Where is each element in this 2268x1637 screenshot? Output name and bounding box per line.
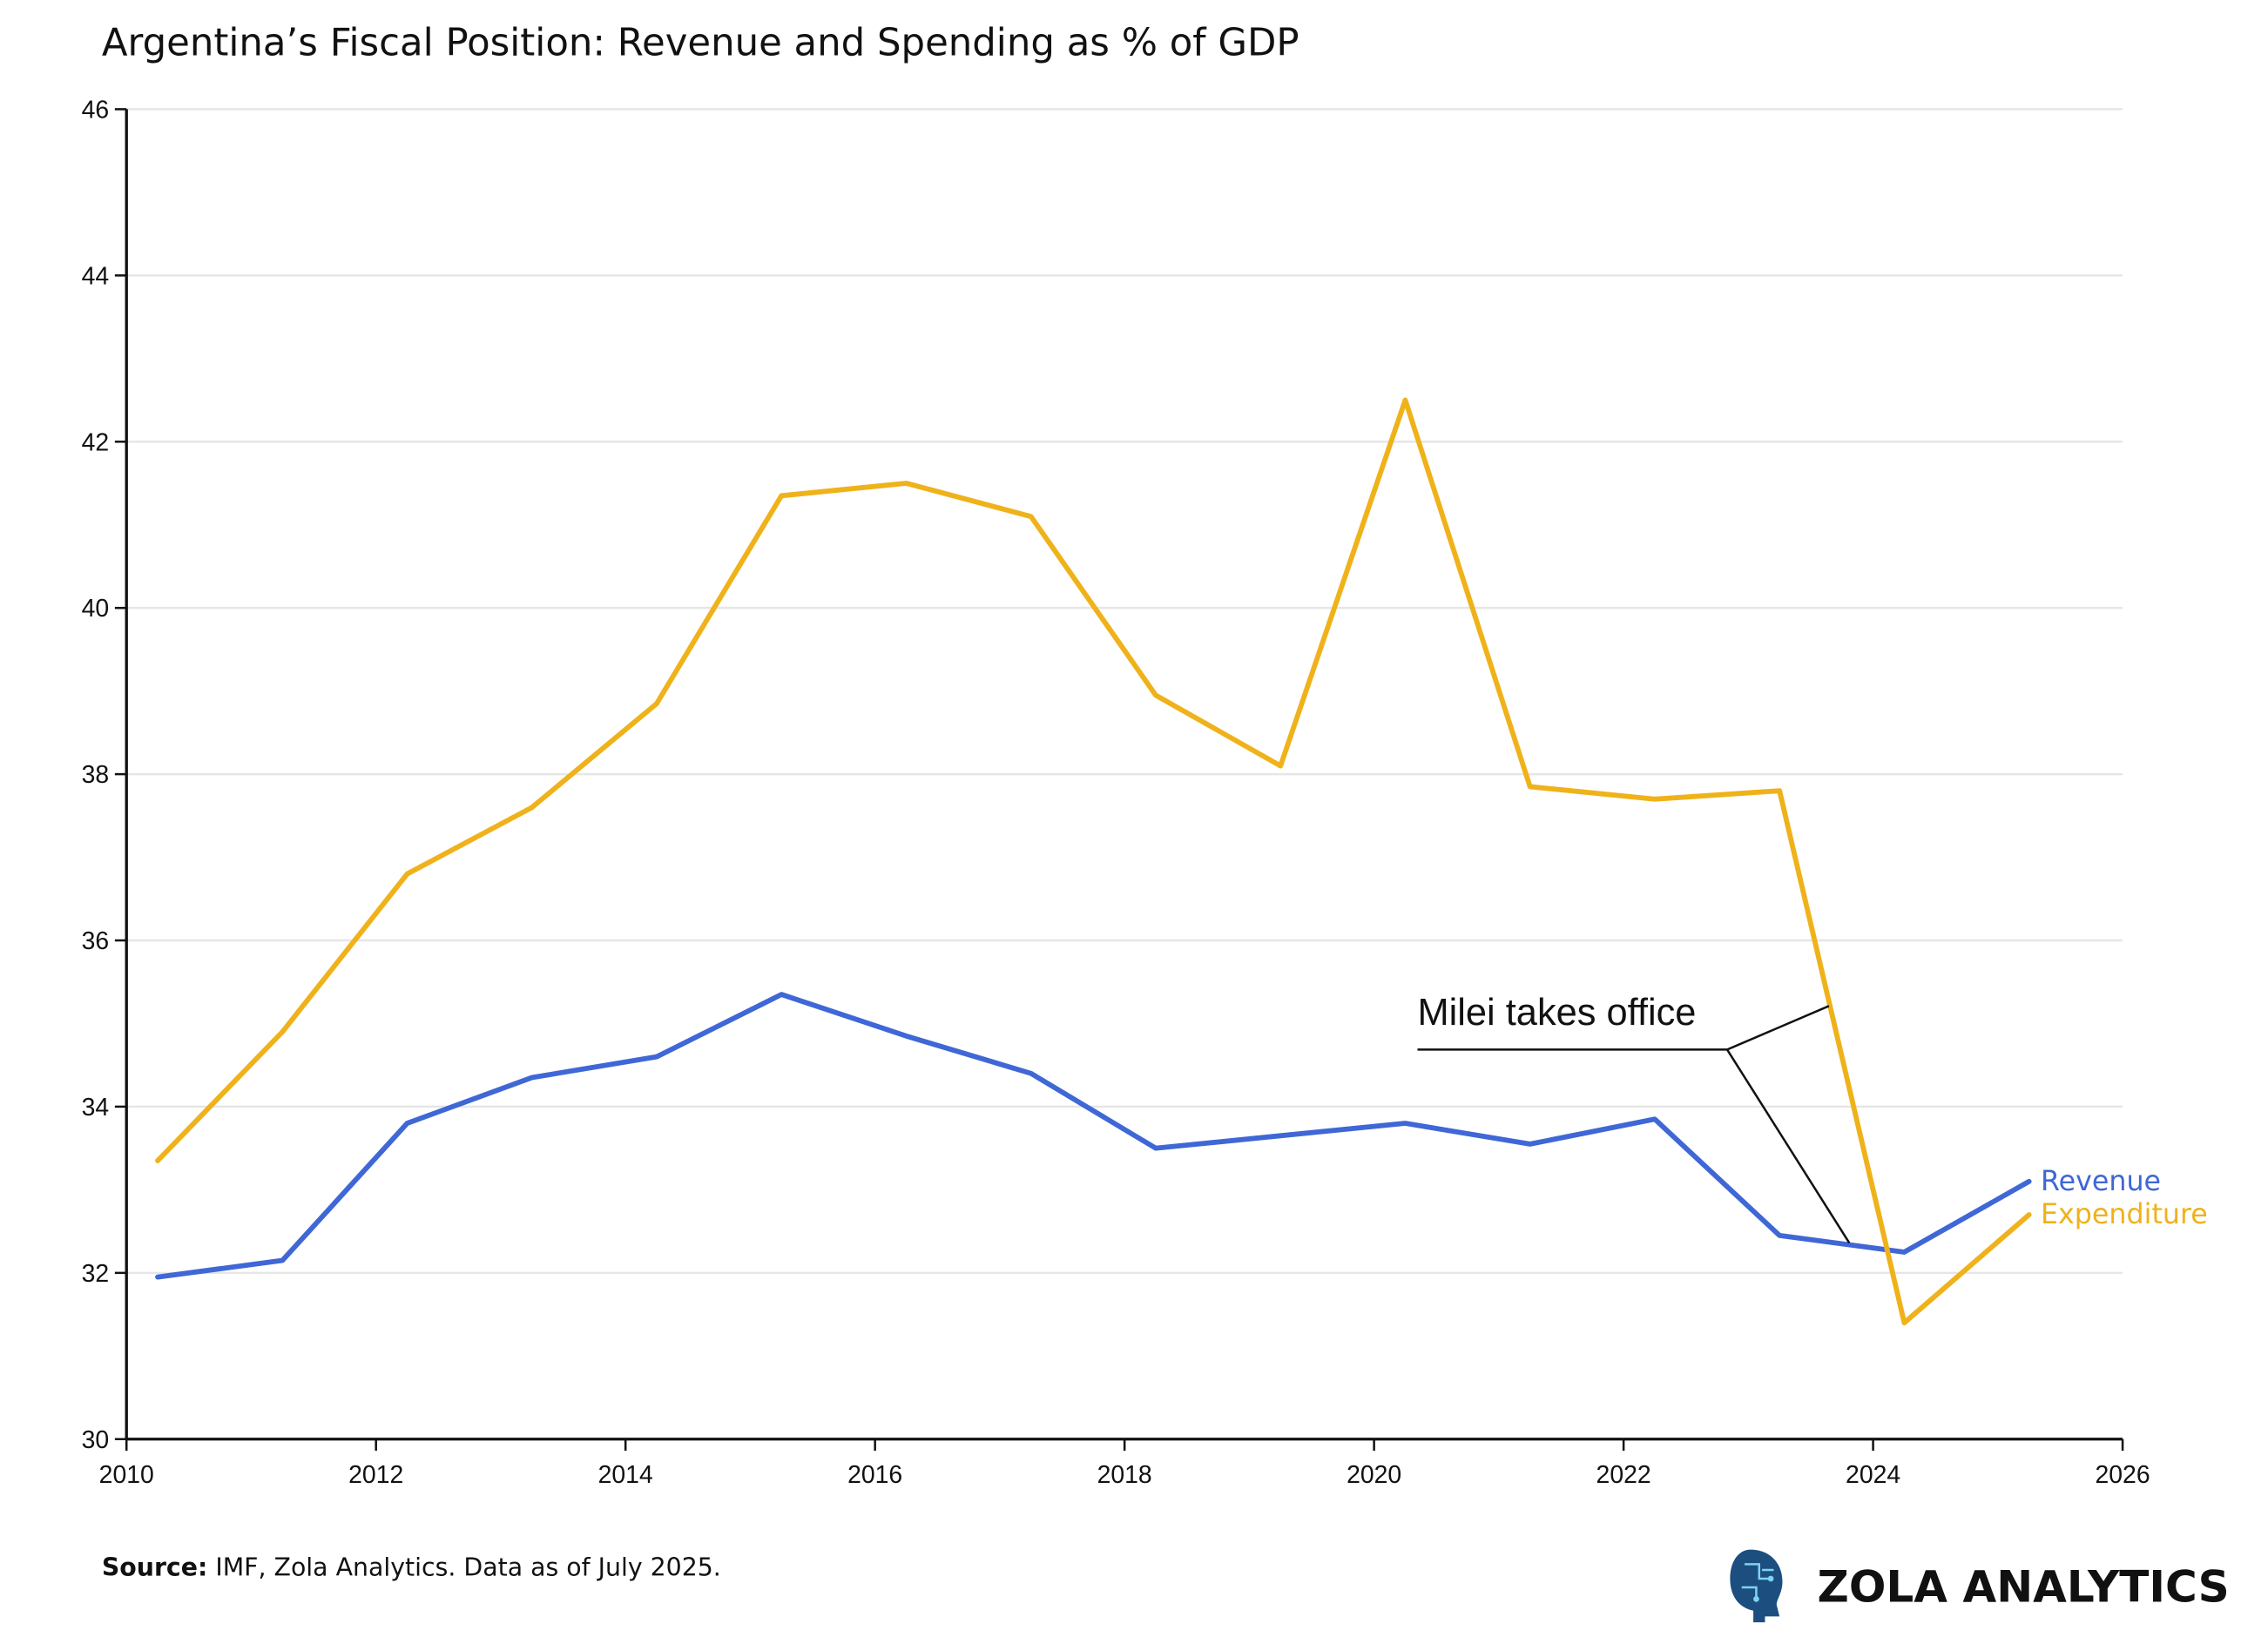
brand-name: ZOLA ANALYTICS — [1818, 1562, 2230, 1613]
annotation: Milei takes office — [1417, 992, 1851, 1244]
y-tick-label: 44 — [82, 262, 110, 290]
y-tick-label: 38 — [82, 761, 110, 789]
x-tick-label: 2026 — [2096, 1461, 2150, 1489]
chart-title: Argentina’s Fiscal Position: Revenue and… — [102, 22, 1299, 65]
gridlines — [126, 108, 2123, 1275]
x-tick-label: 2024 — [1846, 1461, 1900, 1489]
head-circuit-icon — [1730, 1549, 1783, 1623]
y-tick-label: 30 — [82, 1426, 110, 1454]
source-text: IMF, Zola Analytics. Data as of July 202… — [207, 1553, 720, 1582]
source-label: Source: — [102, 1553, 207, 1582]
series-label-expenditure: Expenditure — [2041, 1199, 2208, 1230]
annotation-pointer-revenue — [1725, 1048, 1851, 1244]
x-tick-label: 2020 — [1347, 1461, 1401, 1489]
x-tick-label: 2014 — [598, 1461, 653, 1489]
y-tick-label: 32 — [82, 1260, 110, 1288]
x-tick-label: 2016 — [847, 1461, 902, 1489]
series-label-revenue: Revenue — [2041, 1166, 2161, 1197]
y-tick-label: 34 — [82, 1094, 110, 1122]
x-tick-label: 2022 — [1596, 1461, 1651, 1489]
x-tick-label: 2012 — [348, 1461, 403, 1489]
source-note: Source: IMF, Zola Analytics. Data as of … — [102, 1553, 721, 1582]
y-tick-label: 42 — [82, 428, 110, 456]
y-tick-label: 36 — [82, 927, 110, 955]
series-line-revenue — [155, 992, 2032, 1280]
y-tick-label: 46 — [82, 96, 110, 124]
annotation-text: Milei takes office — [1417, 992, 1696, 1034]
x-tick-label: 2010 — [99, 1461, 154, 1489]
axes: 30 32 34 36 38 40 42 44 46 2010 2012 2014 2016 2018 20… — [82, 96, 2150, 1488]
x-tick-label: 2018 — [1097, 1461, 1152, 1489]
series-line-expenditure — [155, 397, 2032, 1326]
y-tick-label: 40 — [82, 595, 110, 623]
